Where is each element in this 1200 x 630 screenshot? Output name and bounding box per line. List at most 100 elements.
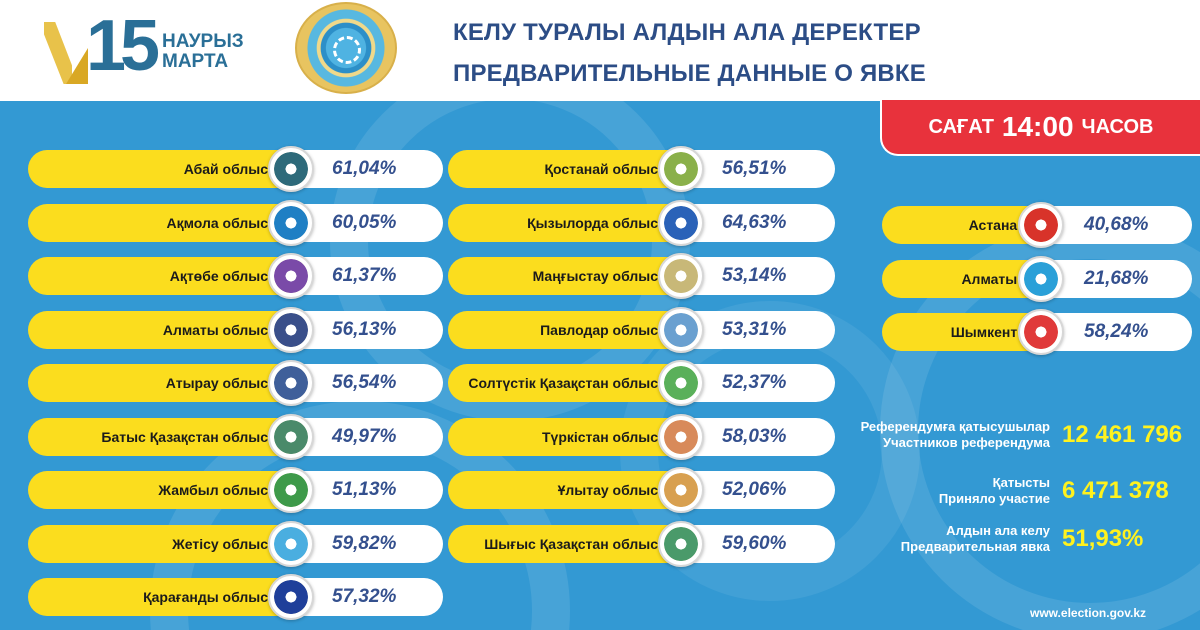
region-name: Алматы қ. — [882, 259, 1042, 298]
website-link[interactable]: www.election.gov.kz — [1030, 606, 1147, 620]
aqmola-emblem-icon — [268, 199, 314, 246]
stat-value: 6 471 378 — [1062, 477, 1169, 504]
emblem-graphic — [274, 152, 308, 186]
aktobe-emblem-icon — [268, 253, 314, 299]
turnout-value: 53,31% — [680, 310, 835, 349]
region-row: Жамбыл облысы 51,13% — [28, 467, 443, 513]
election-commission-seal-icon — [295, 2, 397, 94]
title-ru: ПРЕДВАРИТЕЛЬНЫЕ ДАННЫЕ О ЯВКЕ — [453, 60, 926, 87]
turnout-value: 53,14% — [680, 257, 835, 295]
region-name: Батыс Қазақстан облысы — [28, 417, 290, 456]
emblem-graphic — [664, 205, 698, 240]
almaty-region-emblem-icon — [268, 306, 314, 353]
emblem-graphic — [274, 205, 308, 240]
atyrau-emblem-icon — [268, 360, 314, 406]
almaty-city-emblem-icon — [1018, 255, 1064, 302]
region-row: Абай облысы 61,04% — [28, 146, 443, 192]
region-name: Ұлытау облысы — [448, 471, 680, 509]
region-name: Шығыс Қазақстан облысы — [448, 524, 680, 563]
stat-participants: Референдумға қатысушылар Участников рефе… — [840, 419, 1200, 459]
turnout-value: 51,13% — [290, 471, 443, 509]
shymkent-emblem-icon — [1018, 309, 1064, 355]
region-name: Алматы облысы — [28, 310, 290, 349]
emblem-graphic — [274, 580, 308, 614]
logo-line-kz: НАУРЫЗ — [162, 31, 244, 52]
stat-value: 51,93% — [1062, 525, 1144, 552]
logo-date: НАУРЫЗ МАРТА — [162, 32, 244, 72]
region-name: Қостанай облысы — [448, 150, 680, 188]
page-title: КЕЛУ ТУРАЛЫ АЛДЫН АЛА ДЕРЕКТЕР ПРЕДВАРИТ… — [453, 12, 926, 94]
stat-turnout: Алдын ала келу Предварительная явка 51,9… — [840, 523, 1200, 563]
stat-value: 12 461 796 — [1062, 421, 1183, 448]
mangystau-emblem-icon — [658, 253, 704, 299]
turnout-value: 56,13% — [290, 310, 443, 349]
emblem-graphic — [664, 366, 698, 400]
emblem-graphic — [664, 152, 698, 186]
region-name: Шымкент қ. — [882, 313, 1042, 351]
turnout-value: 58,03% — [680, 417, 835, 456]
east-kazakhstan-emblem-icon — [658, 520, 704, 567]
time-suffix: ЧАСОВ — [1081, 115, 1154, 138]
region-row: Батыс Қазақстан облысы 49,97% — [28, 413, 443, 460]
region-name: Ақтөбе облысы — [28, 257, 290, 295]
stat-label-ru: Участников референдума — [883, 435, 1050, 450]
header: 15 НАУРЫЗ МАРТА КЕЛУ ТУРАЛЫ АЛДЫН АЛА ДЕ… — [0, 0, 1200, 101]
logo-line-ru: МАРТА — [162, 51, 229, 72]
region-name: Абай облысы — [28, 150, 290, 188]
emblem-graphic — [274, 526, 308, 561]
turnout-value: 49,97% — [290, 417, 443, 456]
astana-emblem-icon — [1018, 202, 1064, 248]
region-name: Солтүстік Қазақстан облысы — [448, 364, 680, 402]
turnout-value: 61,37% — [290, 257, 443, 295]
emblem-graphic — [274, 366, 308, 400]
emblem-graphic — [274, 473, 308, 507]
turnout-value: 58,24% — [1042, 313, 1192, 351]
time-prefix: САҒАТ — [928, 115, 994, 138]
region-name: Жетісу облысы — [28, 524, 290, 563]
region-name: Жамбыл облысы — [28, 471, 290, 509]
pavlodar-emblem-icon — [658, 306, 704, 353]
emblem-graphic — [664, 312, 698, 347]
stat-label-kz: Алдын ала келу — [946, 523, 1050, 538]
turnout-value: 59,60% — [680, 524, 835, 563]
karaganda-emblem-icon — [268, 574, 314, 620]
stat-label-kz: Қатысты — [992, 475, 1050, 490]
region-name: Қарағанды облысы — [28, 578, 290, 616]
time-value: 14:00 — [1001, 111, 1074, 142]
stat-label: Қатысты Приняло участие — [830, 475, 1050, 507]
march-15-logo: 15 НАУРЫЗ МАРТА — [42, 10, 262, 84]
region-name: Павлодар облысы — [448, 310, 680, 349]
turkistan-emblem-icon — [658, 413, 704, 460]
turnout-value: 21,68% — [1042, 259, 1192, 298]
turnout-value: 52,06% — [680, 471, 835, 509]
emblem-graphic — [664, 259, 698, 293]
title-kz: КЕЛУ ТУРАЛЫ АЛДЫН АЛА ДЕРЕКТЕР — [453, 19, 921, 46]
zhambyl-emblem-icon — [268, 467, 314, 513]
stat-label: Алдын ала келу Предварительная явка — [830, 523, 1050, 555]
zhetisu-emblem-icon — [268, 520, 314, 567]
turnout-value: 60,05% — [290, 203, 443, 242]
turnout-value: 56,54% — [290, 364, 443, 402]
ulytau-emblem-icon — [658, 467, 704, 513]
stat-label-ru: Приняло участие — [938, 491, 1050, 506]
emblem-graphic — [1024, 208, 1058, 242]
north-kazakhstan-emblem-icon — [658, 360, 704, 406]
emblem-graphic — [664, 473, 698, 507]
checkmark-icon — [44, 22, 72, 84]
emblem-graphic — [1024, 261, 1058, 296]
turnout-value: 40,68% — [1042, 206, 1192, 244]
region-name: Астана қ. — [882, 206, 1042, 244]
stat-label-ru: Предварительная явка — [900, 539, 1050, 554]
turnout-value: 61,04% — [290, 150, 443, 188]
abai-emblem-icon — [268, 146, 314, 192]
west-kazakhstan-emblem-icon — [268, 413, 314, 460]
seal-pattern-icon — [333, 36, 361, 64]
region-row: Атырау облысы 56,54% — [28, 360, 443, 406]
region-name: Қызылорда облысы — [448, 203, 680, 242]
turnout-value: 56,51% — [680, 150, 835, 188]
emblem-graphic — [274, 259, 308, 293]
region-row: Қарағанды облысы 57,32% — [28, 574, 443, 620]
region-name: Ақмола облысы — [28, 203, 290, 242]
kyzylorda-emblem-icon — [658, 199, 704, 246]
logo-number: 15 — [86, 6, 160, 86]
